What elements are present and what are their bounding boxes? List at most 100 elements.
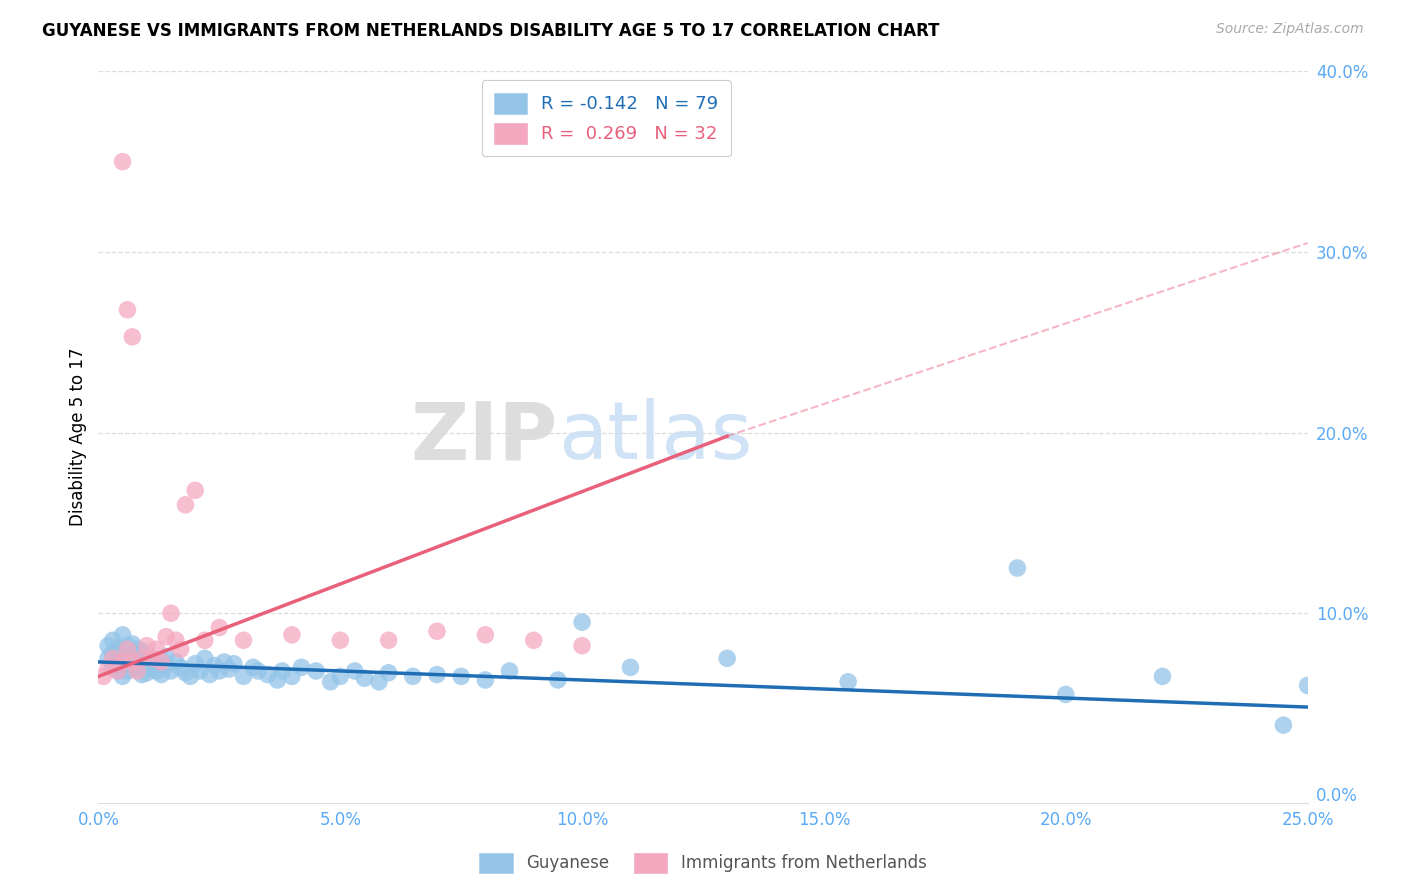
Point [329,633,352,648]
Point [523,633,546,648]
Point [174,665,197,680]
Point [343,664,366,678]
Point [1054,688,1077,702]
Point [165,633,187,648]
Point [319,674,342,689]
Point [208,664,231,678]
Point [131,667,153,681]
Point [135,665,157,680]
Point [377,633,399,648]
Point [117,302,139,317]
Point [135,657,157,671]
Text: GUYANESE VS IMMIGRANTS FROM NETHERLANDS DISABILITY AGE 5 TO 17 CORRELATION CHART: GUYANESE VS IMMIGRANTS FROM NETHERLANDS … [42,22,939,40]
Point [242,660,264,674]
Point [131,651,153,665]
Point [232,633,254,648]
Point [256,667,278,681]
Point [101,633,124,648]
Point [619,660,641,674]
Point [169,660,191,674]
Point [474,673,496,687]
Point [131,644,153,658]
Point [107,655,129,669]
Point [218,662,240,676]
Point [426,667,449,681]
Point [281,628,304,642]
Text: Source: ZipAtlas.com: Source: ZipAtlas.com [1216,22,1364,37]
Point [474,628,496,642]
Point [184,483,207,498]
Point [141,651,163,665]
Point [127,662,149,676]
Point [329,669,352,683]
Point [101,646,124,660]
Point [184,657,207,671]
Point [498,664,520,678]
Point [121,648,143,662]
Y-axis label: Disability Age 5 to 17: Disability Age 5 to 17 [69,348,87,526]
Point [222,657,245,671]
Point [127,664,149,678]
Point [117,653,139,667]
Point [271,664,294,678]
Point [179,669,201,683]
Point [1007,561,1029,575]
Point [117,664,139,678]
Point [194,633,217,648]
Point [111,655,134,669]
Point [111,628,134,642]
Point [194,651,217,665]
Point [107,664,129,678]
Point [127,642,149,657]
Point [101,660,124,674]
Point [377,665,399,680]
Point [368,674,391,689]
Point [174,498,197,512]
Point [91,669,114,683]
Point [155,630,177,644]
Point [97,651,120,665]
Text: atlas: atlas [558,398,752,476]
Point [150,653,173,667]
Point [547,673,569,687]
Point [121,655,143,669]
Point [155,658,177,673]
Point [204,658,226,673]
Point [160,664,183,678]
Point [208,621,231,635]
Point [716,651,738,665]
Point [97,660,120,674]
Point [145,664,167,678]
Point [121,330,143,344]
Point [150,655,173,669]
Point [305,664,328,678]
Point [107,664,129,678]
Point [188,664,211,678]
Point [247,664,270,678]
Point [837,674,859,689]
Point [212,655,235,669]
Point [232,669,254,683]
Point [290,660,312,674]
Point [107,649,129,664]
Point [165,655,187,669]
Point [571,639,593,653]
Point [160,606,183,620]
Point [127,653,149,667]
Point [121,637,143,651]
Point [135,639,157,653]
Point [266,673,288,687]
Legend: R = -0.142   N = 79, R =  0.269   N = 32: R = -0.142 N = 79, R = 0.269 N = 32 [482,80,731,156]
Point [145,657,167,671]
Point [426,624,449,639]
Point [198,667,221,681]
Point [571,615,593,630]
Point [402,669,425,683]
Point [117,642,139,657]
Point [145,642,167,657]
Point [1272,718,1295,732]
Point [281,669,304,683]
Point [121,658,143,673]
Point [111,657,134,671]
Point [107,642,129,657]
